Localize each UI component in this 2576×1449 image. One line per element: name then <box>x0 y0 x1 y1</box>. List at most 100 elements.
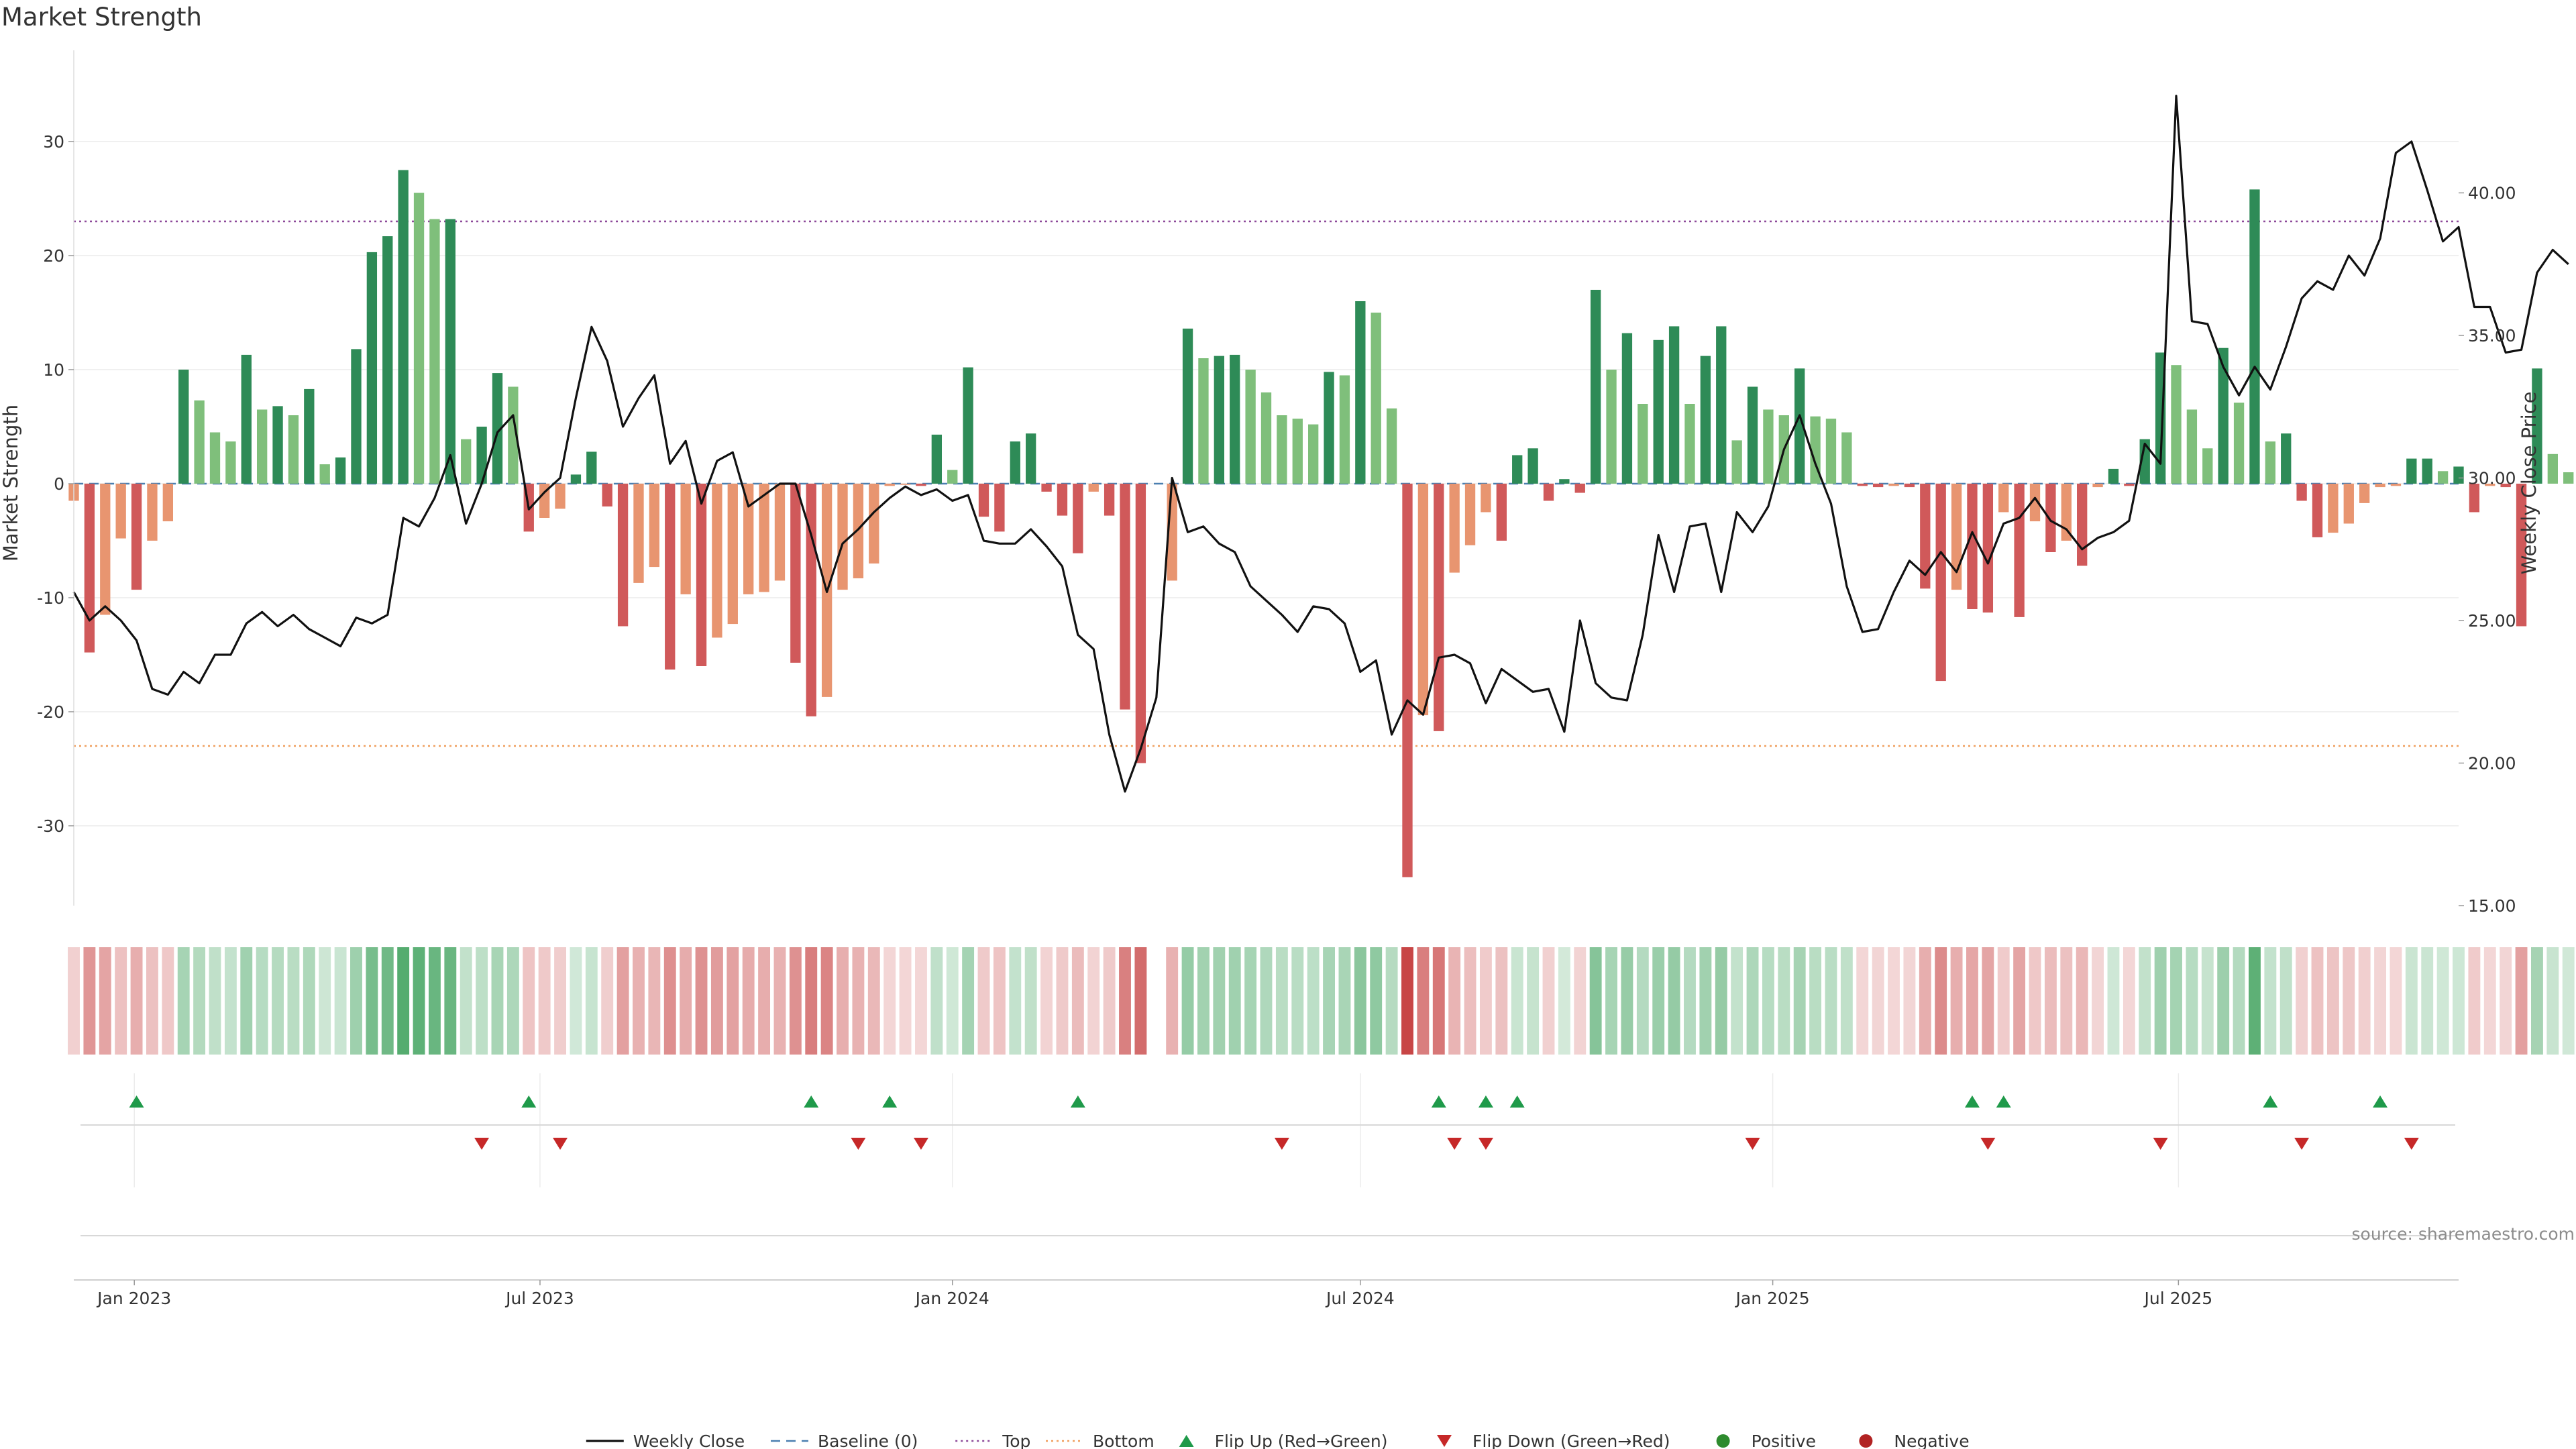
heat-cell <box>805 947 818 1055</box>
strength-bar <box>1057 484 1068 516</box>
heat-cell <box>899 947 912 1055</box>
strength-bar <box>178 370 189 484</box>
y2-axis-label: Weekly Close Price <box>2518 392 2540 575</box>
heat-cell <box>1621 947 1633 1055</box>
heat-cell <box>1119 947 1131 1055</box>
heat-cell <box>867 947 880 1055</box>
strength-bar <box>696 484 707 666</box>
y-tick-label: 30 <box>43 132 64 152</box>
heat-cell <box>115 947 127 1055</box>
heat-cell <box>1950 947 1963 1055</box>
heat-cell <box>695 947 708 1055</box>
heat-cell <box>2279 947 2292 1055</box>
heat-cell <box>428 947 441 1055</box>
strength-bar <box>209 432 221 484</box>
heat-cell <box>1636 947 1649 1055</box>
heat-cell <box>663 947 676 1055</box>
strength-bar <box>2532 368 2542 484</box>
heat-cell <box>1731 947 1743 1055</box>
strength-bar <box>351 349 362 484</box>
heat-cell <box>758 947 771 1055</box>
strength-bar <box>712 484 722 638</box>
heat-cell <box>2217 947 2230 1055</box>
strength-bar <box>445 219 455 484</box>
y-axis-label: Market Strength <box>0 405 22 561</box>
strength-bar <box>1292 419 1303 484</box>
heat-cell <box>570 947 582 1055</box>
weekly-close-series <box>72 95 2569 793</box>
heat-cell <box>240 947 253 1055</box>
heat-cell <box>1103 947 1116 1055</box>
heat-cell <box>99 947 111 1055</box>
strength-bar <box>1214 356 1224 484</box>
flip-up-marker <box>804 1095 819 1108</box>
heat-cell <box>2468 947 2481 1055</box>
strength-bar <box>1638 404 1648 484</box>
strength-bar <box>288 415 299 484</box>
heat-cell <box>1464 947 1477 1055</box>
strength-bar <box>1590 290 1601 484</box>
y2-tick-label: 25.00 <box>2468 611 2516 631</box>
heat-cell <box>2107 947 2120 1055</box>
strength-bar <box>2390 484 2402 486</box>
heat-cell <box>585 947 598 1055</box>
strength-bar <box>1010 441 1020 484</box>
flip-down-marker <box>1447 1138 1462 1150</box>
heat-cell <box>2154 947 2167 1055</box>
heat-cell <box>2076 947 2088 1055</box>
strength-bar <box>492 373 503 484</box>
strength-bar <box>743 484 754 594</box>
heat-cell <box>177 947 190 1055</box>
heat-cell <box>1511 947 1523 1055</box>
heat-cell <box>1291 947 1304 1055</box>
legend-label: Top <box>1002 1432 1030 1449</box>
flip-markers <box>80 1095 2455 1236</box>
strength-bar <box>382 236 393 484</box>
heat-cell <box>1668 947 1680 1055</box>
heat-cell <box>2233 947 2245 1055</box>
strength-bar <box>1731 440 1742 484</box>
y-tick-label: 10 <box>43 360 64 380</box>
flip-down-marker <box>851 1138 866 1150</box>
flip-down-marker <box>1745 1138 1760 1150</box>
strength-bar <box>335 457 346 484</box>
strength-bar <box>602 484 612 506</box>
heat-cell <box>1793 947 1806 1055</box>
heat-cell <box>1307 947 1320 1055</box>
heat-cell <box>993 947 1006 1055</box>
heat-cell <box>334 947 347 1055</box>
strength-bar <box>727 484 738 625</box>
strength-bar <box>837 484 848 590</box>
heat-cell <box>946 947 959 1055</box>
strength-bar <box>2218 347 2229 484</box>
strength-bar <box>2563 472 2574 484</box>
heat-cell <box>319 947 331 1055</box>
strength-bar <box>1308 424 1319 484</box>
heat-cell <box>1888 947 1900 1055</box>
strength-bar <box>1574 484 1585 493</box>
heat-cell <box>1275 947 1288 1055</box>
strength-bar <box>963 367 973 484</box>
strength-bar <box>2045 484 2056 552</box>
heat-cell <box>1181 947 1194 1055</box>
strength-bar <box>1198 358 1209 484</box>
heat-cell <box>506 947 519 1055</box>
strength-bar <box>1449 484 1460 573</box>
strength-bar <box>680 484 691 594</box>
strength-bar <box>2469 484 2480 513</box>
heat-cell <box>2343 947 2355 1055</box>
heat-cell <box>1825 947 1837 1055</box>
strength-bar <box>1464 484 1476 545</box>
heat-cell <box>1684 947 1696 1055</box>
strength-bar <box>586 451 597 484</box>
legend-label: Flip Up (Red→Green) <box>1215 1432 1388 1449</box>
heat-cell <box>962 947 975 1055</box>
strength-bar <box>1810 416 1821 484</box>
legend-swatch-flip-up <box>1179 1435 1194 1447</box>
strength-bar <box>2547 453 2558 484</box>
heat-cell <box>1903 947 1916 1055</box>
flip-up-marker <box>882 1095 898 1108</box>
heat-cell <box>789 947 802 1055</box>
y2-tick-label: 15.00 <box>2468 896 2516 916</box>
heat-cell <box>2013 947 2026 1055</box>
